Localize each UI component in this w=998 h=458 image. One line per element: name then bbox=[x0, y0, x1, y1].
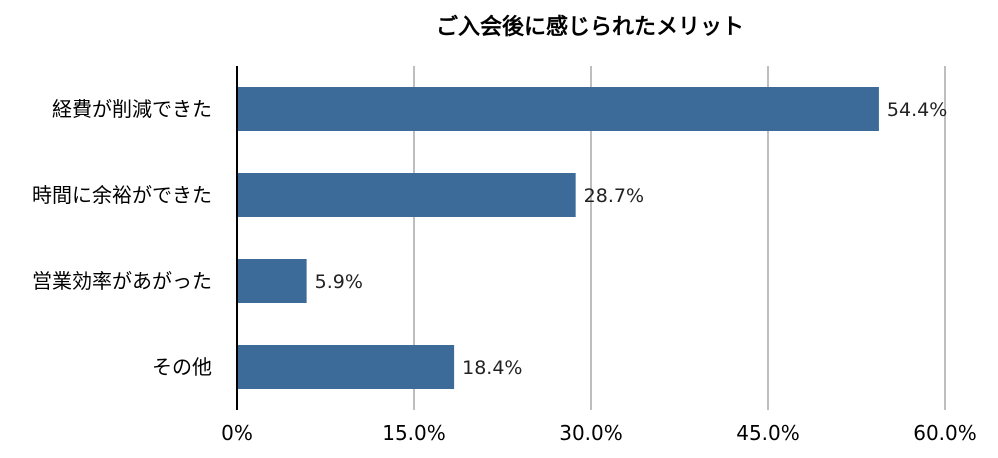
bar bbox=[237, 259, 307, 303]
data-labels: 54.4% 28.7% 5.9% 18.4% bbox=[315, 99, 948, 379]
x-tick-label: 15.0% bbox=[382, 421, 446, 445]
category-label: 経費が削減できた bbox=[52, 97, 212, 121]
category-label: その他 bbox=[152, 355, 212, 379]
bar bbox=[237, 87, 879, 131]
data-label: 28.7% bbox=[584, 185, 644, 207]
x-tick-label: 45.0% bbox=[736, 421, 800, 445]
bar bbox=[237, 173, 576, 217]
chart-title: ご入会後に感じられたメリット bbox=[436, 14, 744, 40]
data-label: 5.9% bbox=[315, 271, 363, 293]
category-label: 時間に余裕ができた bbox=[32, 183, 212, 207]
x-tick-label: 60.0% bbox=[913, 421, 977, 445]
x-tick-label: 0% bbox=[221, 421, 253, 445]
x-tick-labels: 0% 15.0% 30.0% 45.0% 60.0% bbox=[221, 421, 977, 445]
data-label: 54.4% bbox=[887, 99, 947, 121]
category-label: 営業効率があがった bbox=[32, 269, 212, 293]
bars bbox=[237, 87, 879, 389]
data-label: 18.4% bbox=[462, 357, 522, 379]
bar bbox=[237, 345, 455, 389]
x-tick-label: 30.0% bbox=[559, 421, 623, 445]
